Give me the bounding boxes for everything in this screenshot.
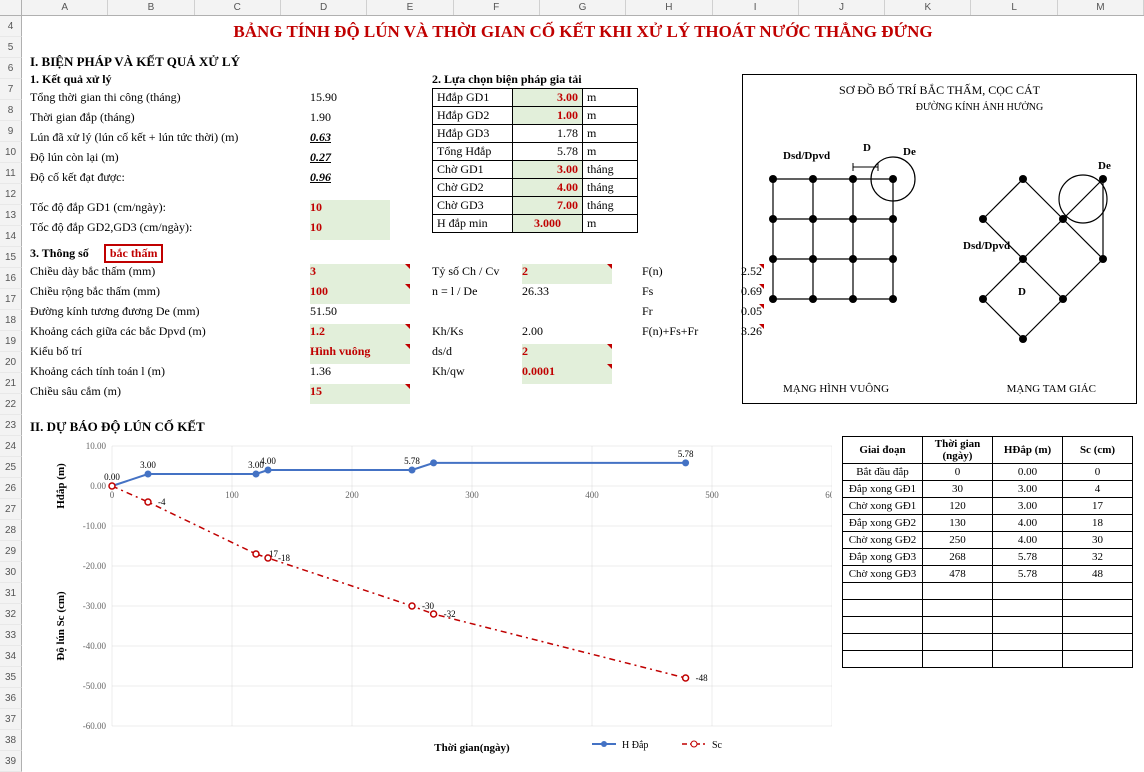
sub-3-header: 3. Thông số bắc thấm bbox=[30, 244, 163, 263]
main-title: BẢNG TÍNH ĐỘ LÚN VÀ THỜI GIAN CỐ KẾT KHI… bbox=[22, 16, 1144, 44]
svg-text:-18: -18 bbox=[278, 553, 290, 563]
mid-row: Kh/Ks2.00 bbox=[432, 324, 612, 344]
param-row: Chiều sâu cắm (m)15 bbox=[30, 384, 410, 404]
svg-text:Dsd/Dpvd: Dsd/Dpvd bbox=[963, 240, 1010, 252]
row-headers: 4567891011121314151617181920212223242526… bbox=[0, 16, 22, 772]
svg-text:D: D bbox=[1018, 286, 1026, 298]
svg-text:Sc: Sc bbox=[712, 740, 723, 751]
param-row: Chiều rộng bắc thấm (mm)100 bbox=[30, 284, 410, 304]
param-row: Khoảng cách giữa các bắc Dpvd (m)1.2 bbox=[30, 324, 410, 344]
svg-text:Độ lún Sc (cm): Độ lún Sc (cm) bbox=[55, 591, 67, 661]
svg-text:-10.00: -10.00 bbox=[83, 521, 107, 531]
svg-text:200: 200 bbox=[345, 490, 359, 500]
speed-row: Tốc độ đắp GD2,GD3 (cm/ngày):10 bbox=[30, 220, 390, 240]
diagram-sub: ĐƯỜNG KÍNH ẢNH HƯỞNG bbox=[823, 98, 1136, 113]
svg-text:Thời gian(ngày): Thời gian(ngày) bbox=[434, 742, 510, 754]
param-row: Kiểu bố tríHình vuông bbox=[30, 344, 410, 364]
result-row: Tổng thời gian thi công (tháng)15.90 bbox=[30, 90, 370, 110]
diagram-title: SƠ ĐỒ BỐ TRÍ BẮC THẤM, CỌC CÁT bbox=[743, 75, 1136, 98]
svg-text:3.00: 3.00 bbox=[140, 460, 156, 470]
svg-text:300: 300 bbox=[465, 490, 479, 500]
diagram-cap2: MẠNG TAM GIÁC bbox=[1007, 383, 1096, 395]
diagram-cap1: MẠNG HÌNH VUÔNG bbox=[783, 383, 889, 395]
result-row: Thời gian đắp (tháng)1.90 bbox=[30, 110, 370, 130]
param-row: Đường kính tương đương De (mm)51.50 bbox=[30, 304, 410, 324]
mid-row: Kh/qw0.0001 bbox=[432, 364, 612, 384]
diagram-svg: Dsd/Dpvd D De De Dsd/Dpvd D bbox=[743, 119, 1138, 399]
svg-text:600: 600 bbox=[825, 490, 832, 500]
svg-text:-4: -4 bbox=[158, 497, 166, 507]
load-table: Hđắp GD13.00mHđắp GD21.00mHđắp GD31.78mT… bbox=[432, 88, 638, 233]
result-row: Độ lún còn lại (m)0.27 bbox=[30, 150, 370, 170]
svg-text:-32: -32 bbox=[444, 609, 456, 619]
column-headers: ABCDEFGHIJKLM bbox=[0, 0, 1144, 16]
result-table-wrap: Giai đoạnThời gian (ngày)HĐắp (m)Sc (cm)… bbox=[842, 436, 1133, 668]
sheet-content: BẢNG TÍNH ĐỘ LÚN VÀ THỜI GIAN CỐ KẾT KHI… bbox=[22, 16, 1144, 756]
result-row: Độ cố kết đạt được:0.96 bbox=[30, 170, 370, 190]
mid-row: n = l / De26.33 bbox=[432, 284, 612, 304]
section-1-header: I. BIỆN PHÁP VÀ KẾT QUẢ XỬ LÝ bbox=[30, 54, 240, 70]
svg-text:-40.00: -40.00 bbox=[83, 641, 107, 651]
svg-text:500: 500 bbox=[705, 490, 719, 500]
svg-text:-50.00: -50.00 bbox=[83, 681, 107, 691]
param-row: Khoảng cách tính toán l (m)1.36 bbox=[30, 364, 410, 384]
svg-text:Dsd/Dpvd: Dsd/Dpvd bbox=[783, 150, 830, 162]
svg-text:400: 400 bbox=[585, 490, 599, 500]
svg-text:D: D bbox=[863, 142, 871, 154]
svg-text:10.00: 10.00 bbox=[86, 441, 107, 451]
svg-text:4.00: 4.00 bbox=[260, 456, 276, 466]
svg-text:-30.00: -30.00 bbox=[83, 601, 107, 611]
sub-1-header: 1. Kết quả xử lý bbox=[30, 72, 112, 87]
result-table: Giai đoạnThời gian (ngày)HĐắp (m)Sc (cm)… bbox=[842, 436, 1133, 668]
svg-text:100: 100 bbox=[225, 490, 239, 500]
svg-text:-20.00: -20.00 bbox=[83, 561, 107, 571]
speed-row: Tốc độ đắp GD1 (cm/ngày):10 bbox=[30, 200, 390, 220]
result-row: Lún đã xử lý (lún cố kết + lún tức thời)… bbox=[30, 130, 370, 150]
mid-row: ds/d2 bbox=[432, 344, 612, 364]
svg-text:0.00: 0.00 bbox=[90, 481, 106, 491]
chart: 0100200300400500600-60.00-50.00-40.00-30… bbox=[52, 436, 812, 756]
mid-row bbox=[432, 304, 612, 324]
svg-text:H Đắp: H Đắp bbox=[622, 740, 648, 751]
svg-text:5.78: 5.78 bbox=[404, 456, 420, 466]
diagram-box: SƠ ĐỒ BỐ TRÍ BẮC THẤM, CỌC CÁT ĐƯỜNG KÍN… bbox=[742, 74, 1137, 404]
svg-text:5.78: 5.78 bbox=[678, 449, 694, 459]
sub-2-header: 2. Lựa chọn biện pháp gia tải bbox=[432, 72, 582, 87]
svg-text:Hđắp (m): Hđắp (m) bbox=[55, 463, 67, 509]
param-row: Chiều dày bắc thấm (mm)3 bbox=[30, 264, 410, 284]
svg-text:0.00: 0.00 bbox=[104, 472, 120, 482]
svg-text:De: De bbox=[1098, 160, 1111, 172]
section-2-header: II. DỰ BÁO ĐỘ LÚN CỐ KẾT bbox=[30, 419, 205, 435]
svg-text:De: De bbox=[903, 146, 916, 158]
bac-tham-box[interactable]: bắc thấm bbox=[104, 244, 164, 263]
svg-text:-30: -30 bbox=[422, 601, 434, 611]
mid-row: Tỷ số Ch / Cv2 bbox=[432, 264, 612, 284]
svg-text:-60.00: -60.00 bbox=[83, 721, 107, 731]
svg-text:0: 0 bbox=[110, 490, 115, 500]
svg-text:-48: -48 bbox=[696, 673, 708, 683]
